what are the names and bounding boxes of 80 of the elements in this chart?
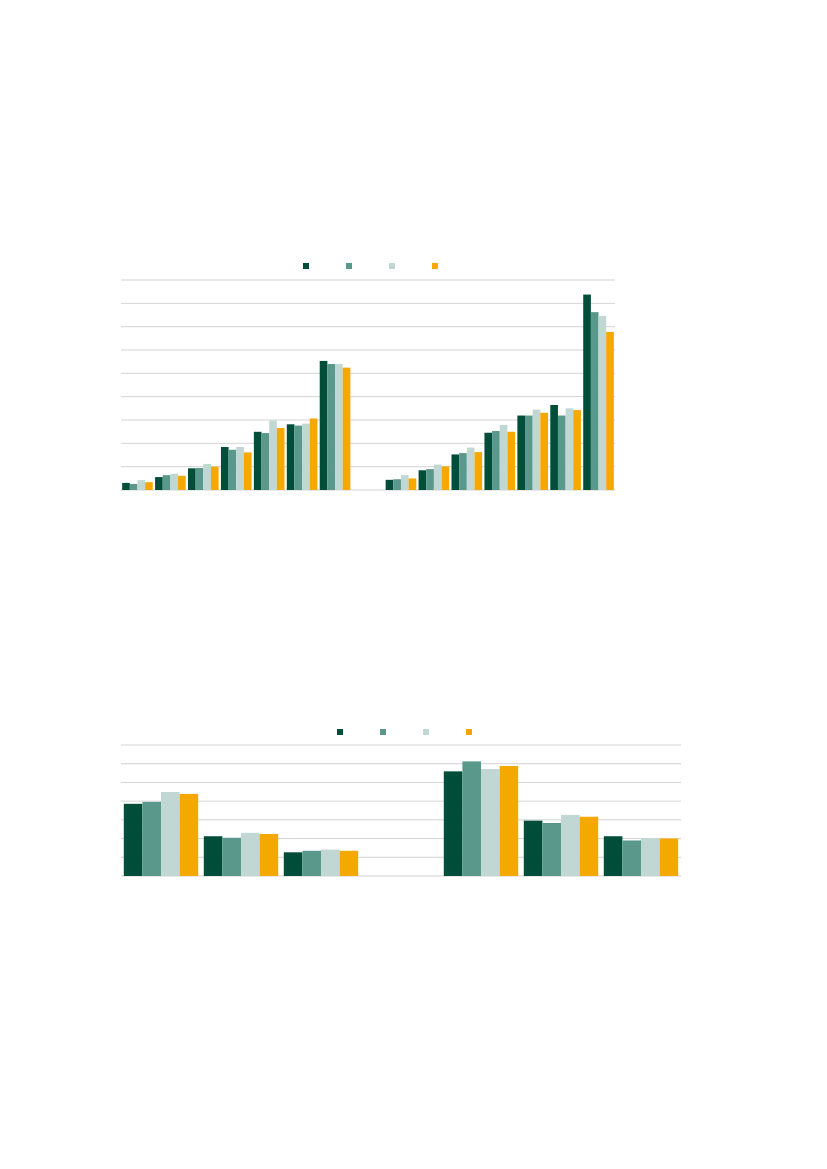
bar	[443, 771, 463, 876]
bar	[283, 852, 303, 876]
bar	[532, 409, 541, 490]
bar	[426, 469, 434, 490]
bar	[507, 431, 516, 490]
bar	[603, 836, 623, 876]
bar	[203, 463, 211, 490]
bar	[122, 482, 130, 490]
bar	[466, 447, 475, 490]
bar	[302, 850, 321, 876]
bar	[261, 433, 270, 490]
bar	[342, 367, 351, 490]
bar	[408, 478, 417, 490]
bar	[178, 475, 186, 490]
bar	[540, 412, 548, 490]
bar	[155, 477, 163, 490]
bar	[393, 479, 401, 490]
bar	[598, 315, 607, 490]
bar	[335, 364, 343, 490]
bar	[203, 836, 223, 876]
bar	[459, 453, 467, 490]
bar	[243, 452, 252, 490]
bar	[622, 840, 641, 876]
bar	[481, 769, 500, 876]
bar	[327, 364, 336, 490]
bar	[499, 424, 508, 490]
bar	[579, 816, 599, 876]
bar	[179, 793, 199, 876]
bar	[433, 464, 442, 490]
bar	[269, 420, 277, 490]
bar	[462, 761, 481, 876]
bar	[161, 791, 180, 876]
bar	[484, 432, 493, 490]
bar	[170, 473, 179, 490]
bar	[228, 449, 237, 490]
bar	[573, 410, 581, 490]
bar	[220, 447, 229, 490]
bar	[550, 404, 558, 490]
bar	[137, 480, 146, 490]
bar	[451, 454, 460, 490]
bar	[499, 765, 519, 876]
bar	[542, 822, 561, 876]
bar	[210, 466, 219, 490]
bar	[294, 425, 303, 490]
bar	[606, 331, 614, 490]
bar	[474, 452, 483, 490]
bar	[123, 803, 143, 876]
bar	[385, 479, 394, 490]
bar	[129, 483, 138, 490]
bar	[565, 408, 574, 490]
bar	[418, 470, 427, 490]
bar	[276, 428, 285, 490]
bar	[523, 820, 543, 876]
bar	[286, 424, 295, 490]
bar	[441, 466, 450, 490]
bar	[145, 482, 153, 490]
bar	[641, 838, 660, 876]
bar	[321, 849, 340, 876]
bar	[162, 475, 171, 490]
bar	[400, 475, 409, 490]
bar	[236, 447, 244, 490]
bar	[583, 294, 591, 490]
bar	[557, 415, 566, 490]
bar	[492, 430, 500, 490]
bar	[195, 467, 204, 490]
bar	[241, 832, 260, 876]
bar	[309, 418, 318, 490]
bar	[659, 838, 679, 876]
bar	[339, 850, 359, 876]
bar	[561, 814, 580, 876]
bar	[142, 801, 161, 876]
bar	[259, 833, 279, 876]
bar	[253, 431, 262, 490]
bar	[517, 415, 526, 490]
bar	[302, 423, 310, 490]
bar	[319, 360, 328, 490]
bar	[525, 415, 533, 490]
bar	[222, 837, 241, 876]
bar	[188, 468, 196, 490]
bar	[590, 312, 599, 490]
